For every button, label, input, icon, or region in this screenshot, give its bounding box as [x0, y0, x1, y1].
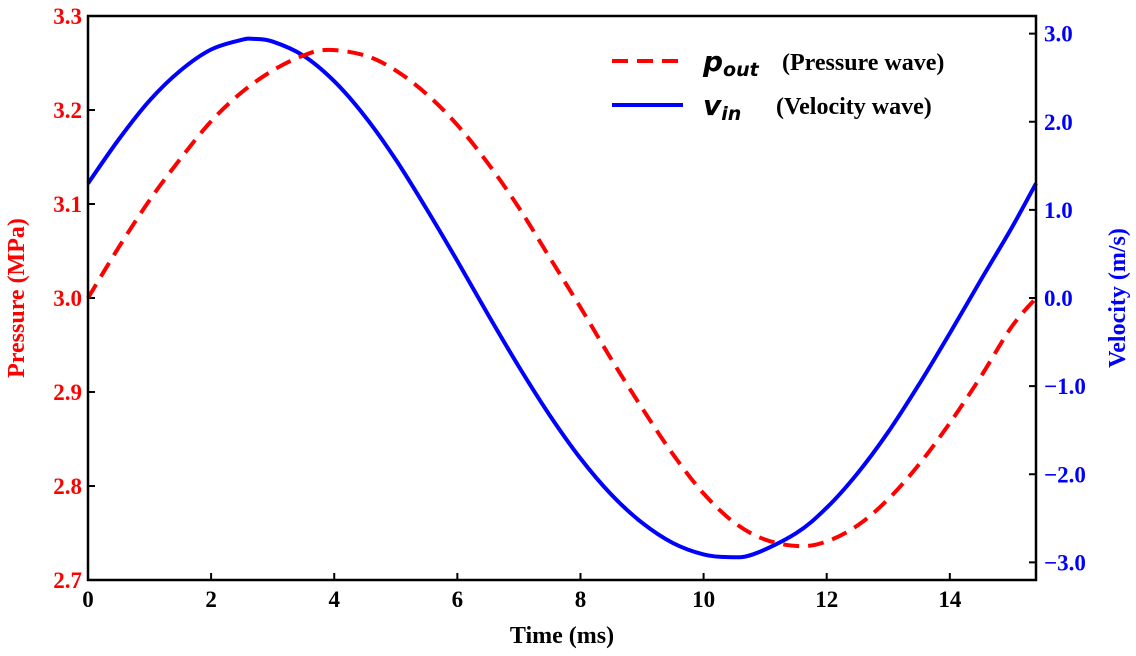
- x-tick-label: 14: [938, 587, 962, 612]
- legend-label-pressure: (Pressure wave): [782, 50, 944, 76]
- x-tick-label: 12: [815, 587, 838, 612]
- legend-symbol-velocity-sub: in: [721, 103, 741, 125]
- left-y-tick-label: 2.9: [53, 380, 82, 405]
- legend-symbol-pressure-main: p: [702, 45, 723, 78]
- right-y-tick-label: 2.0: [1044, 110, 1073, 135]
- x-tick-label: 10: [692, 587, 715, 612]
- left-y-tick-label: 3.1: [53, 192, 82, 217]
- left-y-tick-label: 3.0: [53, 286, 82, 311]
- legend: pout (Pressure wave) vin (Velocity wave): [612, 45, 944, 125]
- right-y-tick-label: 0.0: [1044, 286, 1073, 311]
- x-tick-label: 8: [575, 587, 587, 612]
- plot-frame: [86, 14, 1038, 582]
- right-y-tick-label: 1.0: [1044, 198, 1073, 223]
- x-axis-title: Time (ms): [510, 623, 614, 649]
- x-tick-label: 0: [82, 587, 94, 612]
- legend-symbol-velocity-main: v: [703, 89, 722, 122]
- legend-symbol-pressure: pout: [702, 45, 760, 81]
- left-y-tick-label: 3.2: [53, 98, 82, 123]
- left-y-tick-label: 2.7: [53, 568, 82, 593]
- pressure-series-line: [86, 47, 1038, 549]
- right-y-tick-label: 3.0: [1044, 22, 1073, 47]
- legend-symbol-velocity: vin: [703, 89, 741, 125]
- x-tick-label: 2: [205, 587, 217, 612]
- left-y-axis-title: Pressure (MPa): [4, 218, 30, 378]
- velocity-series-line: [86, 36, 1038, 560]
- x-tick-label: 4: [328, 587, 340, 612]
- left-y-tick-label: 2.8: [53, 474, 82, 499]
- legend-symbol-pressure-sub: out: [723, 59, 760, 81]
- left-y-tick-label: 3.3: [53, 4, 82, 29]
- right-y-tick-label: −3.0: [1044, 550, 1086, 575]
- right-y-tick-label: −1.0: [1044, 374, 1086, 399]
- right-y-axis-title: Velocity (m/s): [1105, 228, 1131, 368]
- right-y-tick-label: −2.0: [1044, 462, 1086, 487]
- legend-label-velocity: (Velocity wave): [776, 94, 932, 120]
- series-layer: [86, 36, 1038, 560]
- x-tick-label: 6: [452, 587, 464, 612]
- tick-labels: 0 2 4 6 8 10 12 14 2.7 2.8 2.9 3.0 3.1 3.2 3.3 −3.0 −2.0…: [53, 4, 1086, 612]
